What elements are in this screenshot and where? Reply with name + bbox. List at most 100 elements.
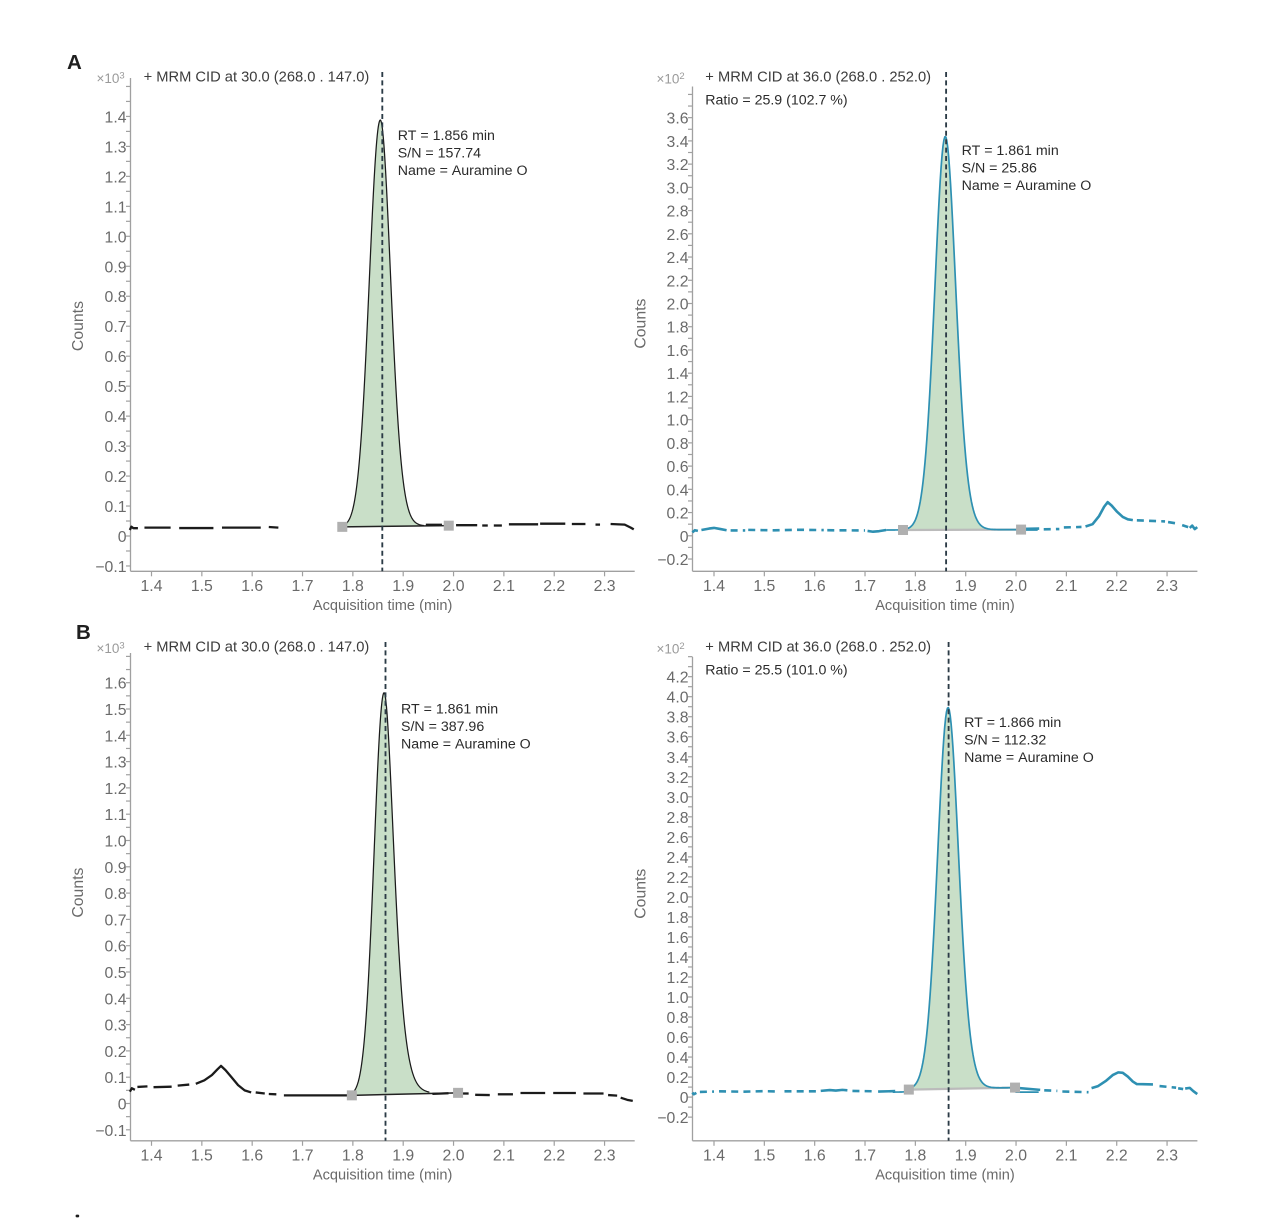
svg-text:2.2: 2.2 — [667, 273, 689, 290]
svg-text:0: 0 — [680, 529, 689, 546]
svg-text:0.5: 0.5 — [105, 379, 127, 396]
svg-text:1.1: 1.1 — [105, 807, 127, 824]
svg-text:2.1: 2.1 — [1055, 578, 1077, 595]
svg-text:2.0: 2.0 — [667, 890, 689, 907]
svg-text:1.2: 1.2 — [105, 169, 127, 186]
svg-text:3.4: 3.4 — [667, 750, 689, 767]
svg-text:Counts: Counts — [633, 298, 650, 348]
svg-text:2.4: 2.4 — [667, 250, 689, 267]
svg-text:Acquisition time (min): Acquisition time (min) — [313, 1167, 453, 1183]
svg-text:0.4: 0.4 — [105, 991, 127, 1008]
svg-text:2.0: 2.0 — [1005, 1147, 1027, 1164]
svg-text:2.0: 2.0 — [1005, 578, 1027, 595]
svg-text:0.7: 0.7 — [105, 319, 127, 336]
svg-text:×102: ×102 — [657, 71, 685, 87]
svg-text:1.7: 1.7 — [854, 1147, 876, 1164]
svg-text:S/N = 157.74: S/N = 157.74 — [398, 146, 481, 162]
svg-text:2.3: 2.3 — [1156, 578, 1178, 595]
svg-text:1.8: 1.8 — [342, 578, 364, 595]
svg-text:3.6: 3.6 — [667, 730, 689, 747]
svg-text:1.0: 1.0 — [105, 229, 127, 246]
svg-text:3.6: 3.6 — [667, 111, 689, 128]
svg-text:1.9: 1.9 — [955, 578, 977, 595]
svg-text:1.6: 1.6 — [804, 1147, 826, 1164]
svg-text:0.5: 0.5 — [105, 965, 127, 982]
svg-text:0.8: 0.8 — [667, 1010, 689, 1027]
svg-text:1.2: 1.2 — [667, 389, 689, 406]
svg-text:1.6: 1.6 — [241, 1147, 263, 1164]
svg-text:1.4: 1.4 — [703, 1147, 725, 1164]
svg-text:2.4: 2.4 — [667, 850, 689, 867]
svg-text:−0.1: −0.1 — [95, 1123, 126, 1140]
svg-text:1.3: 1.3 — [105, 139, 127, 156]
svg-text:1.0: 1.0 — [667, 413, 689, 430]
svg-text:1.4: 1.4 — [141, 578, 163, 595]
svg-text:0.3: 0.3 — [105, 439, 127, 456]
svg-text:2.2: 2.2 — [543, 1147, 565, 1164]
svg-text:1.4: 1.4 — [105, 109, 127, 126]
svg-text:0.4: 0.4 — [667, 482, 689, 499]
svg-text:2.1: 2.1 — [493, 578, 515, 595]
svg-text:1.4: 1.4 — [703, 578, 725, 595]
svg-text:1.5: 1.5 — [191, 578, 213, 595]
svg-text:1.2: 1.2 — [667, 970, 689, 987]
svg-text:0.6: 0.6 — [105, 939, 127, 956]
svg-text:1.6: 1.6 — [105, 676, 127, 693]
svg-text:1.0: 1.0 — [667, 990, 689, 1007]
svg-text:1.6: 1.6 — [804, 578, 826, 595]
svg-text:2.3: 2.3 — [1156, 1147, 1178, 1164]
svg-text:A: A — [67, 51, 82, 74]
svg-text:1.6: 1.6 — [667, 930, 689, 947]
svg-text:0: 0 — [680, 1090, 689, 1107]
svg-text:1.4: 1.4 — [105, 728, 127, 745]
svg-text:2.3: 2.3 — [594, 578, 616, 595]
svg-text:2.1: 2.1 — [493, 1147, 515, 1164]
svg-text:0.4: 0.4 — [105, 409, 127, 426]
svg-text:2.0: 2.0 — [443, 578, 465, 595]
svg-text:3.8: 3.8 — [667, 710, 689, 727]
svg-text:RT = 1.861 min: RT = 1.861 min — [962, 143, 1059, 159]
svg-text:1.7: 1.7 — [292, 578, 314, 595]
svg-text:0.4: 0.4 — [667, 1050, 689, 1067]
svg-text:0.6: 0.6 — [667, 459, 689, 476]
svg-text:4.2: 4.2 — [667, 670, 689, 687]
svg-text:Name = Auramine O: Name = Auramine O — [401, 737, 531, 753]
svg-text:0.2: 0.2 — [105, 1044, 127, 1061]
svg-text:S/N = 387.96: S/N = 387.96 — [401, 719, 484, 735]
svg-text:Ratio = 25.9 (102.7 %): Ratio = 25.9 (102.7 %) — [705, 92, 847, 108]
svg-text:−0.2: −0.2 — [657, 1110, 688, 1127]
svg-text:+ MRM CID at 30.0 (268.0 . 147: + MRM CID at 30.0 (268.0 . 147.0) — [144, 70, 370, 86]
svg-text:+ MRM CID at 36.0 (268.0 . 252: + MRM CID at 36.0 (268.0 . 252.0) — [705, 640, 931, 656]
svg-text:3.4: 3.4 — [667, 134, 689, 151]
svg-text:1.9: 1.9 — [392, 578, 414, 595]
svg-text:3.2: 3.2 — [667, 157, 689, 174]
svg-text:0.1: 0.1 — [105, 499, 127, 516]
svg-text:Acquisition time (min): Acquisition time (min) — [875, 1167, 1015, 1183]
svg-text:0.8: 0.8 — [667, 436, 689, 453]
svg-text:Name = Auramine O: Name = Auramine O — [962, 178, 1092, 194]
svg-text:RT = 1.866 min: RT = 1.866 min — [964, 715, 1061, 731]
svg-text:1.9: 1.9 — [392, 1147, 414, 1164]
svg-text:0.1: 0.1 — [105, 1070, 127, 1087]
svg-text:1.6: 1.6 — [241, 578, 263, 595]
svg-text:0: 0 — [118, 1097, 127, 1114]
svg-text:1.1: 1.1 — [105, 199, 127, 216]
svg-text:0: 0 — [118, 529, 127, 546]
svg-text:0.2: 0.2 — [667, 1070, 689, 1087]
svg-text:0.8: 0.8 — [105, 289, 127, 306]
svg-text:0.6: 0.6 — [105, 349, 127, 366]
svg-text:+ MRM CID at 36.0 (268.0 . 252: + MRM CID at 36.0 (268.0 . 252.0) — [705, 70, 931, 86]
svg-text:1.8: 1.8 — [342, 1147, 364, 1164]
svg-text:1.5: 1.5 — [105, 702, 127, 719]
svg-text:3.0: 3.0 — [667, 180, 689, 197]
svg-text:0.3: 0.3 — [105, 1018, 127, 1035]
svg-text:1.8: 1.8 — [667, 910, 689, 927]
svg-text:3.2: 3.2 — [667, 770, 689, 787]
svg-text:−0.1: −0.1 — [95, 559, 126, 576]
svg-text:B: B — [76, 621, 91, 644]
svg-text:0.2: 0.2 — [105, 469, 127, 486]
svg-text:1.0: 1.0 — [105, 834, 127, 851]
svg-text:×103: ×103 — [97, 71, 125, 87]
svg-text:S/N = 25.86: S/N = 25.86 — [962, 161, 1037, 177]
svg-text:0.9: 0.9 — [105, 860, 127, 877]
